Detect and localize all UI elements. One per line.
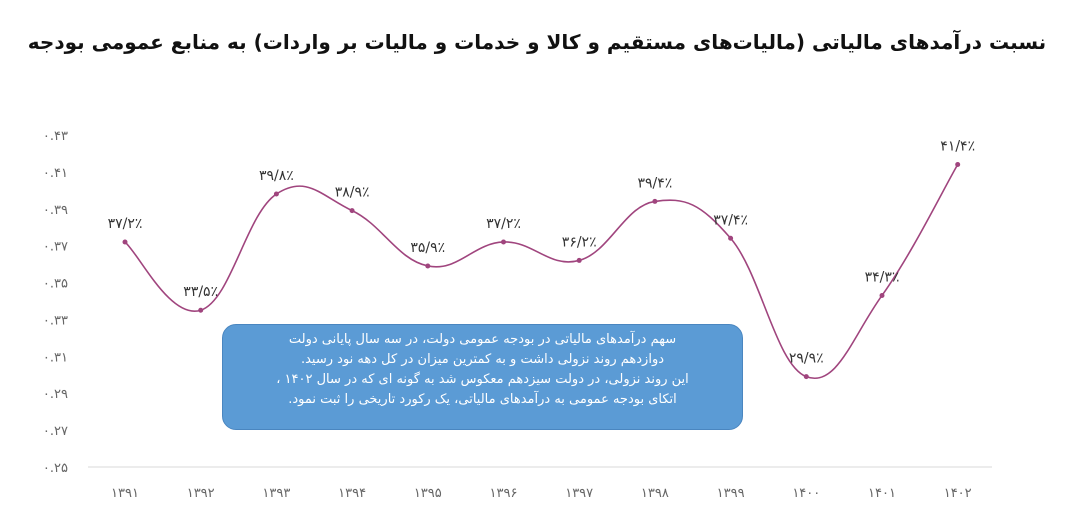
x-axis-ticks: ۱۳۹۱ ۱۳۹۲ ۱۳۹۳ ۱۳۹۴ ۱۳۹۵ ۱۳۹۶ ۱۳۹۷ ۱۳۹۸ ۱۳۹۹ ۱۴۰۰… [111, 486, 972, 501]
annotation-line: اتکای بودجه عمومی به درآمدهای مالیاتی، ی… [288, 392, 677, 407]
data-point [728, 235, 734, 241]
y-tick-label: ۰.۲۵ [43, 461, 68, 476]
y-tick-label: ۰.۳۵ [43, 277, 68, 292]
data-label: ۳۹/۸٪ [259, 168, 294, 184]
y-tick-label: ۰.۲۹ [43, 387, 68, 402]
x-tick-label: ۱۴۰۱ [868, 486, 896, 501]
y-tick-label: ۰.۲۷ [43, 424, 68, 439]
y-tick-label: ۰.۴۱ [43, 166, 68, 181]
annotation-line: دوازدهم روند نزولی داشت و به کمترین میزا… [300, 352, 665, 367]
x-tick-label: ۱۳۹۲ [187, 486, 215, 501]
annotation-box: سهم درآمدهای مالیاتی در بودجه عمومی دولت… [222, 324, 743, 430]
x-tick-label: ۱۴۰۲ [944, 486, 972, 501]
data-label: ۴۱/۴٪ [940, 139, 975, 155]
data-point [349, 208, 355, 214]
data-point [273, 191, 279, 197]
x-tick-label: ۱۳۹۷ [565, 486, 593, 501]
data-point [122, 239, 128, 245]
x-tick-label: ۱۳۹۱ [111, 486, 139, 501]
data-labels: ۳۷/۲٪ ۳۳/۵٪ ۳۹/۸٪ ۳۸/۹٪ ۳۵/۹٪ ۳۷/۲٪ ۳۶/۲٪ ۳۹/۴٪… [108, 139, 975, 367]
series-line [124, 164, 959, 380]
data-point [879, 292, 885, 298]
data-point [803, 374, 809, 380]
y-tick-label: ۰.۳۹ [43, 203, 68, 218]
data-label: ۳۹/۴٪ [638, 175, 673, 191]
y-tick-label: ۰.۳۷ [43, 240, 68, 255]
x-tick-label: ۱۳۹۳ [262, 486, 290, 501]
data-label: ۳۴/۳٪ [865, 269, 900, 285]
data-label: ۳۷/۲٪ [108, 216, 143, 232]
chart-title: نسبت درآمدهای مالیاتی (مالیات‌های مستقیم… [27, 30, 1047, 54]
data-label: ۳۸/۹٪ [335, 185, 370, 201]
data-point [425, 263, 431, 269]
data-label: ۳۷/۴٪ [713, 212, 748, 228]
data-points [122, 162, 961, 380]
y-axis-ticks: ۰.۴۳ ۰.۴۱ ۰.۳۹ ۰.۳۷ ۰.۳۵ ۰.۳۳ ۰.۳۱ ۰.۲۹ ۰.۲۷ ۰.۲۵ [43, 129, 68, 476]
y-tick-label: ۰.۴۳ [43, 129, 68, 144]
x-tick-label: ۱۳۹۸ [641, 486, 669, 501]
annotation-line: سهم درآمدهای مالیاتی در بودجه عمومی دولت… [288, 332, 677, 347]
x-tick-label: ۱۳۹۵ [414, 486, 442, 501]
data-label: ۳۳/۵٪ [183, 284, 218, 300]
data-point [955, 162, 961, 168]
data-point [576, 257, 582, 263]
y-tick-label: ۰.۳۳ [43, 313, 68, 328]
data-label: ۳۶/۲٪ [562, 234, 597, 250]
data-label: ۲۹/۹٪ [789, 351, 824, 367]
data-point [501, 239, 506, 245]
data-label: ۳۵/۹٪ [410, 240, 445, 256]
data-label: ۳۷/۲٪ [486, 216, 521, 232]
x-tick-label: ۱۳۹۹ [717, 486, 745, 501]
data-point [652, 198, 658, 204]
annotation-line: این روند نزولی، در دولت سیزدهم معکوس شد … [276, 372, 689, 387]
data-point [198, 307, 204, 313]
y-tick-label: ۰.۳۱ [43, 350, 68, 365]
x-tick-label: ۱۴۰۰ [792, 486, 820, 501]
x-tick-label: ۱۳۹۶ [490, 486, 518, 501]
x-tick-label: ۱۳۹۴ [338, 486, 366, 501]
